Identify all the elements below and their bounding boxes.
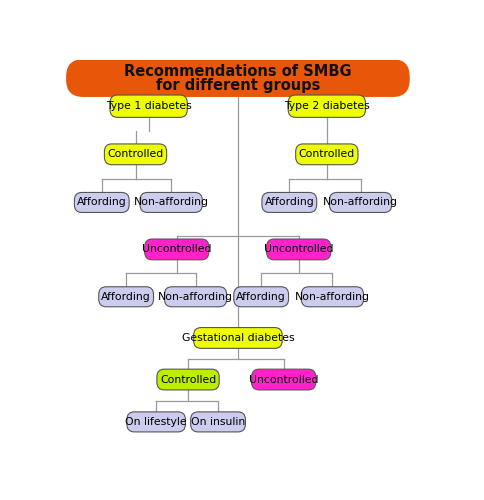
Text: Controlled: Controlled [107,150,164,160]
Text: for different groups: for different groups [156,78,320,94]
FancyBboxPatch shape [157,369,219,390]
Text: Recommendations of SMBG: Recommendations of SMBG [124,64,352,80]
FancyBboxPatch shape [145,239,209,260]
FancyBboxPatch shape [127,412,185,432]
Text: Uncontrolled: Uncontrolled [249,374,318,384]
FancyBboxPatch shape [288,95,365,118]
Text: Type 1 diabetes: Type 1 diabetes [106,101,192,111]
Text: Type 2 diabetes: Type 2 diabetes [284,101,370,111]
FancyBboxPatch shape [302,287,363,307]
FancyBboxPatch shape [165,287,227,307]
FancyBboxPatch shape [66,59,410,97]
FancyBboxPatch shape [194,328,282,348]
Text: Affording: Affording [264,198,314,207]
FancyBboxPatch shape [99,287,153,307]
Text: Affording: Affording [236,292,286,302]
Text: On lifestyle: On lifestyle [125,417,187,427]
Text: Affording: Affording [77,198,127,207]
Text: Controlled: Controlled [299,150,355,160]
Text: Uncontrolled: Uncontrolled [264,244,333,254]
Text: Non-affording: Non-affording [295,292,370,302]
Text: On insulin: On insulin [191,417,245,427]
FancyBboxPatch shape [296,144,358,165]
Text: Non-affording: Non-affording [323,198,398,207]
FancyBboxPatch shape [110,95,187,118]
Text: Uncontrolled: Uncontrolled [142,244,212,254]
FancyBboxPatch shape [105,144,166,165]
Text: Controlled: Controlled [160,374,216,384]
FancyBboxPatch shape [267,239,331,260]
Text: Non-affording: Non-affording [158,292,233,302]
FancyBboxPatch shape [330,192,392,212]
FancyBboxPatch shape [252,369,316,390]
FancyBboxPatch shape [75,192,129,212]
FancyBboxPatch shape [262,192,317,212]
FancyBboxPatch shape [234,287,288,307]
Text: Gestational diabetes: Gestational diabetes [182,333,294,343]
Text: Affording: Affording [101,292,151,302]
FancyBboxPatch shape [140,192,202,212]
FancyBboxPatch shape [191,412,245,432]
Text: Non-affording: Non-affording [134,198,209,207]
